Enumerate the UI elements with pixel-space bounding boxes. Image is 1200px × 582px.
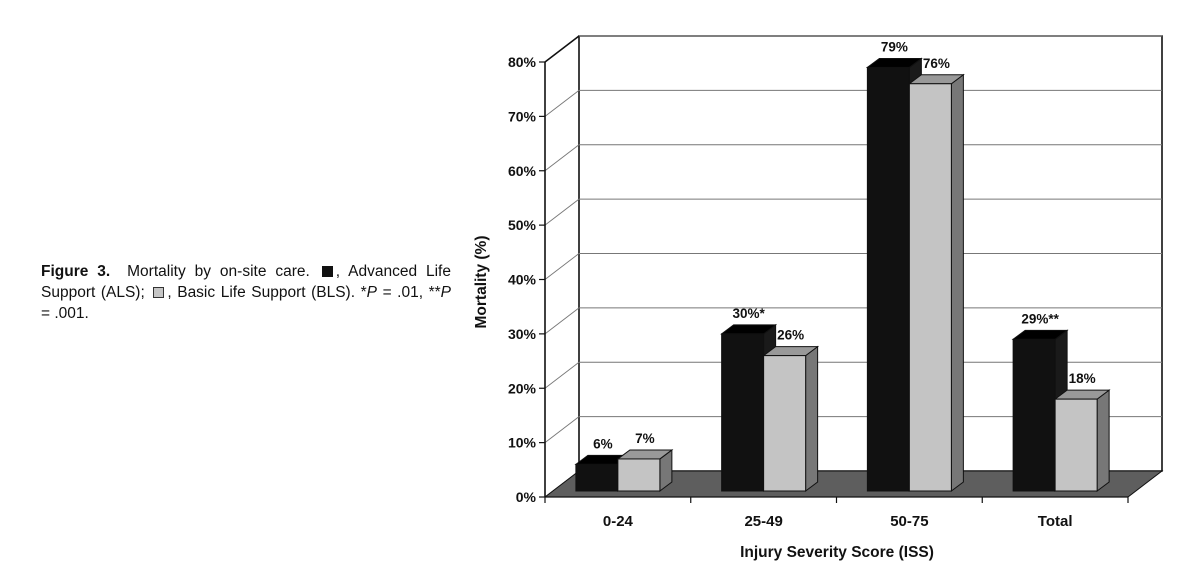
bar-front <box>1012 338 1056 492</box>
bar-front <box>866 66 910 492</box>
y-tick-label: 0% <box>516 489 537 505</box>
caption-p-note-1: *P = .01, <box>360 284 429 301</box>
gridline-depth <box>544 416 580 443</box>
gridline-depth <box>544 307 580 335</box>
data-label: 79% <box>881 39 908 54</box>
bls-swatch-icon <box>153 287 165 298</box>
y-tick-label: 20% <box>508 380 537 396</box>
bar-side <box>950 73 964 492</box>
bar-front <box>575 463 619 492</box>
bar-als <box>1011 329 1069 492</box>
x-tick-label: 50-75 <box>890 513 928 530</box>
data-label: 76% <box>923 56 950 71</box>
x-axis-title: Injury Severity Score (ISS) <box>740 544 934 561</box>
chart-axes: 0% 10% 20% 30% 40% 50% 60% 70% 80% 0-24 25-49 50-75… <box>508 54 1129 530</box>
caption-bls: , Basic Life Support (BLS). <box>167 284 356 301</box>
bar-front <box>721 333 765 492</box>
bar-bls <box>1053 389 1111 492</box>
bar-bls <box>907 73 965 492</box>
bar-front <box>617 458 661 492</box>
caption-als: , Advanced Life Support (ALS); <box>41 263 451 301</box>
gridline-depth <box>544 253 580 280</box>
bar-front <box>1054 398 1098 492</box>
bar-side <box>1096 389 1110 492</box>
y-tick-label: 10% <box>508 435 537 451</box>
y-axis-title: Mortality (%) <box>473 236 490 329</box>
x-tick-label: 25-49 <box>744 513 782 530</box>
bar-front <box>763 355 807 492</box>
wall-edge <box>544 35 580 63</box>
y-tick-label: 80% <box>508 54 537 70</box>
gridline-depth <box>544 198 580 226</box>
data-label: 26% <box>777 328 804 343</box>
chart-bars <box>574 57 1111 492</box>
gridline-depth <box>544 90 580 117</box>
y-tick-label: 40% <box>508 272 537 288</box>
bar-front <box>908 83 952 492</box>
gridline-depth <box>544 144 580 172</box>
bar-side <box>805 345 819 492</box>
x-tick-label: Total <box>1038 513 1073 530</box>
bar-bls <box>616 448 674 492</box>
y-tick-label: 60% <box>508 163 537 179</box>
data-label: 7% <box>635 431 655 446</box>
data-label: 29%** <box>1021 311 1059 326</box>
y-tick-label: 50% <box>508 217 537 233</box>
gridline-depth <box>544 361 580 389</box>
chart-data-labels: 6% 7% 30%* 26% 79% 76% 29%** 18% <box>593 39 1096 451</box>
caption-text: Mortality by on-site care. <box>127 263 310 280</box>
als-swatch-icon <box>321 266 333 277</box>
data-label: 30%* <box>732 306 765 321</box>
caption-p-note-2: **P = .001. <box>41 284 452 322</box>
y-tick-label: 70% <box>508 108 537 124</box>
x-tick-label: 0-24 <box>603 513 634 530</box>
data-label: 6% <box>593 436 613 451</box>
y-tick-label: 30% <box>508 326 537 342</box>
figure-caption: Figure 3. Mortality by on-site care. , A… <box>41 261 451 324</box>
figure-label: Figure 3. <box>41 263 111 280</box>
data-label: 18% <box>1069 371 1096 386</box>
bar-bls <box>762 345 820 492</box>
